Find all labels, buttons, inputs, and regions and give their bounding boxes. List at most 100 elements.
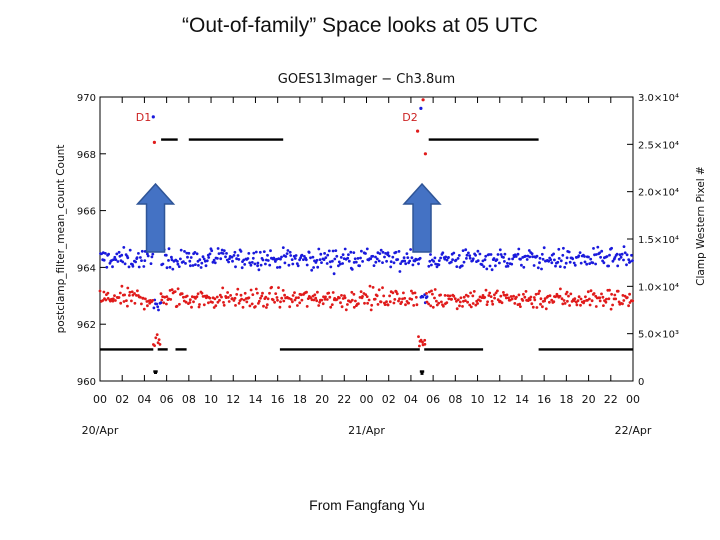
data-point-red: [293, 291, 296, 294]
data-point-blue: [577, 254, 581, 258]
right-tick-label: 1.5×10⁴: [638, 235, 679, 246]
data-point-red: [594, 305, 598, 308]
chart-title: GOES13Imager − Ch3.8um: [278, 72, 455, 87]
data-point-red: [448, 294, 452, 298]
data-point-blue: [354, 260, 358, 264]
data-point-blue: [585, 262, 589, 266]
data-point-red: [442, 304, 445, 308]
data-point-red: [579, 303, 582, 307]
data-point-red: [344, 308, 348, 312]
data-point-red: [371, 286, 375, 289]
data-point-blue: [343, 247, 347, 251]
data-point-red: [392, 301, 396, 305]
data-point-red: [469, 291, 472, 295]
data-point-blue: [591, 261, 595, 265]
data-point-red: [425, 300, 429, 304]
data-point-blue: [146, 254, 150, 258]
data-point-red: [154, 336, 158, 340]
data-point-blue: [210, 249, 214, 253]
data-point-red: [276, 298, 279, 302]
data-point-red: [173, 290, 177, 293]
data-point-blue: [465, 257, 468, 260]
data-point-red: [113, 294, 116, 297]
data-point-blue: [184, 262, 187, 265]
data-point-red: [592, 292, 596, 295]
data-point-red: [265, 303, 269, 307]
data-point-red: [138, 295, 142, 299]
data-point-red: [586, 290, 590, 294]
data-point-blue: [167, 247, 171, 251]
data-point-blue: [310, 268, 314, 272]
data-point-blue: [108, 261, 112, 265]
x-tick-label: 06: [160, 393, 174, 406]
data-point-blue: [392, 261, 396, 265]
data-point-blue: [274, 260, 277, 263]
data-point-red: [262, 304, 265, 308]
data-point-blue: [559, 259, 563, 263]
data-point-red: [118, 291, 122, 295]
data-point-blue: [266, 253, 269, 257]
data-point-red: [250, 302, 254, 306]
outlier-point-blue: [419, 106, 423, 110]
data-point-red: [489, 295, 493, 298]
data-point-blue: [253, 262, 257, 266]
data-point-blue: [329, 265, 333, 269]
data-point-blue: [587, 255, 590, 259]
data-point-red: [522, 292, 525, 296]
data-point-red: [155, 333, 159, 336]
data-point-red: [160, 298, 164, 302]
data-point-red: [170, 288, 174, 292]
data-point-blue: [465, 253, 469, 257]
data-point-blue: [159, 301, 163, 305]
data-point-blue: [547, 259, 551, 263]
data-point-red: [251, 293, 255, 296]
data-point-red: [312, 298, 316, 302]
data-point-blue: [182, 260, 185, 263]
data-point-blue: [488, 264, 492, 268]
data-point-red: [315, 299, 319, 303]
data-point-blue: [316, 265, 320, 269]
data-point-blue: [170, 258, 174, 262]
data-point-red: [363, 301, 366, 305]
data-point-red: [98, 289, 102, 293]
data-point-blue: [550, 261, 554, 265]
data-point-blue: [127, 265, 131, 269]
data-point-blue: [482, 265, 486, 268]
data-point-red: [119, 301, 123, 305]
data-point-red: [229, 294, 233, 297]
annotation-d2: D2: [402, 111, 417, 124]
data-point-blue: [358, 264, 361, 268]
data-point-blue: [631, 259, 634, 263]
data-point-red: [242, 298, 246, 302]
data-point-red: [213, 297, 217, 301]
data-point-blue: [111, 265, 114, 269]
data-point-red: [361, 295, 364, 298]
data-point-red: [605, 297, 608, 301]
data-point-blue: [399, 262, 402, 265]
data-point-blue: [230, 255, 234, 259]
right-tick-label: 2.0×10⁴: [638, 188, 679, 199]
data-point-red: [227, 300, 231, 303]
outlier-point-red: [416, 129, 420, 133]
data-point-blue: [307, 251, 311, 254]
x-tick-label: 22: [604, 393, 618, 406]
data-point-blue: [280, 255, 283, 259]
data-point-red: [101, 299, 105, 302]
data-point-red: [425, 292, 428, 295]
data-point-blue: [246, 257, 250, 260]
data-point-red: [151, 299, 155, 302]
data-point-red: [140, 302, 143, 306]
data-point-red: [190, 305, 193, 309]
data-point-blue: [208, 252, 212, 256]
data-point-blue: [468, 256, 472, 260]
data-point-blue: [197, 264, 200, 267]
data-point-red: [329, 305, 333, 309]
data-point-red: [261, 291, 264, 295]
data-point-blue: [538, 256, 542, 260]
data-point-red: [142, 307, 146, 311]
x-tick-label: 02: [115, 393, 129, 406]
data-point-blue: [189, 256, 193, 259]
data-point-blue: [327, 249, 331, 253]
data-point-red: [559, 287, 562, 291]
data-point-red: [453, 297, 457, 301]
